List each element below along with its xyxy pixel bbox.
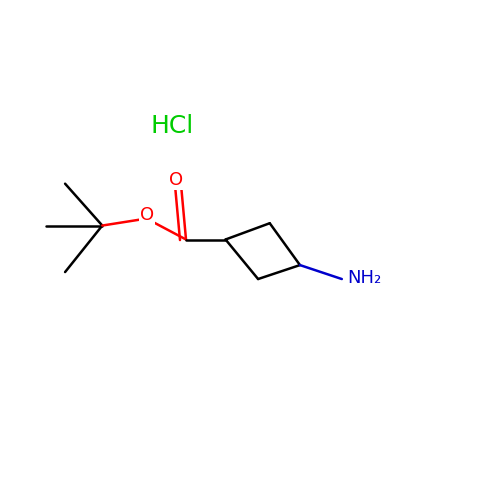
Text: O: O (169, 171, 183, 189)
Text: O: O (140, 206, 154, 224)
Text: HCl: HCl (150, 114, 194, 137)
Text: NH₂: NH₂ (347, 269, 381, 287)
